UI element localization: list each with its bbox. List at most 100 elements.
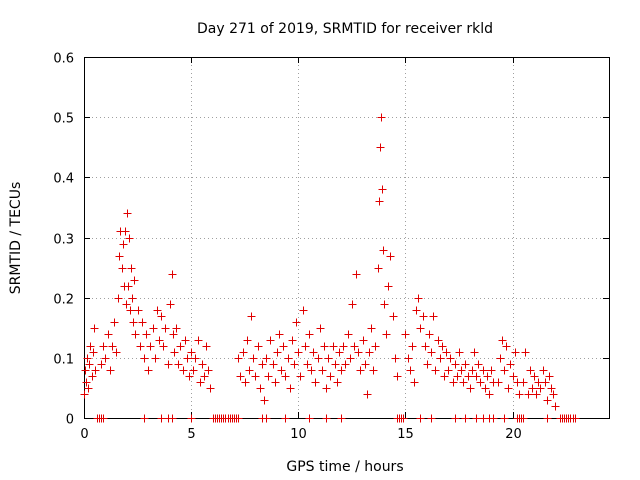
data-point bbox=[99, 342, 108, 351]
data-point bbox=[85, 360, 94, 369]
data-point bbox=[146, 342, 155, 351]
data-point bbox=[249, 354, 258, 363]
data-point bbox=[275, 330, 284, 339]
data-point bbox=[185, 372, 194, 381]
data-point bbox=[489, 414, 498, 423]
data-point bbox=[416, 414, 425, 423]
data-point bbox=[429, 312, 438, 321]
data-point bbox=[410, 378, 419, 387]
data-point bbox=[457, 366, 466, 375]
data-point bbox=[444, 366, 453, 375]
data-point bbox=[290, 360, 299, 369]
data-point bbox=[326, 372, 335, 381]
data-point bbox=[256, 384, 265, 393]
data-point bbox=[187, 414, 196, 423]
data-points bbox=[80, 113, 580, 423]
data-point bbox=[335, 348, 344, 357]
data-point bbox=[151, 354, 160, 363]
data-point bbox=[464, 372, 473, 381]
data-point bbox=[483, 372, 492, 381]
data-point bbox=[474, 360, 483, 369]
data-point bbox=[502, 342, 511, 351]
data-point bbox=[320, 342, 329, 351]
data-point bbox=[386, 252, 395, 261]
data-point bbox=[301, 342, 310, 351]
data-point bbox=[461, 360, 470, 369]
data-point bbox=[204, 366, 213, 375]
data-point bbox=[144, 366, 153, 375]
data-point bbox=[389, 312, 398, 321]
data-point bbox=[377, 113, 386, 122]
data-point bbox=[379, 246, 388, 255]
data-point bbox=[451, 360, 460, 369]
y-tick-label: 0.3 bbox=[53, 233, 74, 248]
data-point bbox=[356, 366, 365, 375]
data-point bbox=[183, 354, 192, 363]
data-point bbox=[168, 414, 177, 423]
data-point bbox=[526, 366, 535, 375]
data-point bbox=[461, 414, 470, 423]
y-tick-label: 0.2 bbox=[53, 293, 74, 308]
data-point bbox=[365, 348, 374, 357]
data-point bbox=[138, 318, 147, 327]
data-point bbox=[115, 252, 124, 261]
data-point bbox=[127, 264, 136, 273]
data-point bbox=[421, 342, 430, 351]
data-point bbox=[363, 390, 372, 399]
data-point bbox=[468, 366, 477, 375]
data-point bbox=[314, 354, 323, 363]
data-point bbox=[427, 414, 436, 423]
data-point bbox=[189, 366, 198, 375]
y-tick-label: 0.5 bbox=[53, 112, 74, 127]
data-point bbox=[286, 384, 295, 393]
data-point bbox=[196, 378, 205, 387]
y-tick-label: 0.4 bbox=[53, 172, 74, 187]
data-point bbox=[174, 360, 183, 369]
data-point bbox=[266, 336, 275, 345]
data-point bbox=[551, 402, 560, 411]
data-point bbox=[251, 372, 260, 381]
data-point bbox=[164, 360, 173, 369]
data-point bbox=[348, 300, 357, 309]
data-point bbox=[292, 318, 301, 327]
data-point bbox=[179, 366, 188, 375]
data-point bbox=[571, 414, 580, 423]
data-point bbox=[136, 342, 145, 351]
data-point bbox=[134, 306, 143, 315]
data-point bbox=[277, 366, 286, 375]
x-tick-label: 15 bbox=[397, 427, 414, 442]
data-point bbox=[459, 378, 468, 387]
data-point bbox=[118, 264, 127, 273]
data-point bbox=[83, 354, 92, 363]
data-point bbox=[149, 324, 158, 333]
data-point bbox=[453, 372, 462, 381]
x-tick-label: 5 bbox=[187, 427, 195, 442]
data-point bbox=[391, 354, 400, 363]
data-point bbox=[247, 312, 256, 321]
data-point bbox=[359, 336, 368, 345]
data-point bbox=[337, 366, 346, 375]
data-point bbox=[123, 209, 132, 218]
data-point bbox=[472, 372, 481, 381]
data-point bbox=[341, 360, 350, 369]
data-point bbox=[318, 366, 327, 375]
data-point bbox=[384, 282, 393, 291]
data-point bbox=[369, 366, 378, 375]
data-point bbox=[472, 414, 481, 423]
data-point bbox=[121, 227, 130, 236]
x-tick-label: 10 bbox=[290, 427, 307, 442]
x-tick-label: 20 bbox=[505, 427, 522, 442]
data-point bbox=[536, 384, 545, 393]
data-point bbox=[296, 372, 305, 381]
data-point bbox=[269, 360, 278, 369]
data-point bbox=[202, 342, 211, 351]
x-axis: 0 5 10 15 20 bbox=[80, 57, 522, 442]
data-point bbox=[494, 378, 503, 387]
data-point bbox=[299, 306, 308, 315]
data-point bbox=[481, 384, 490, 393]
x-tick-label: 0 bbox=[80, 427, 88, 442]
y-tick-label: 0.6 bbox=[53, 52, 74, 67]
data-point bbox=[119, 240, 128, 249]
data-point bbox=[81, 366, 90, 375]
